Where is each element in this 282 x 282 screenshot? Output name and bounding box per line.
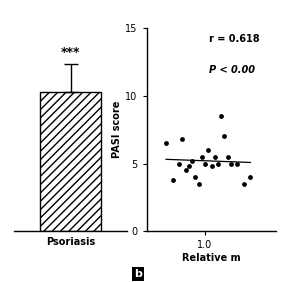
Point: [170, 178, 175, 182]
Point: [222, 134, 227, 139]
Point: [164, 141, 168, 146]
Point: [213, 155, 217, 159]
Y-axis label: PASI score: PASI score: [113, 101, 122, 158]
Point: [183, 168, 188, 173]
Point: [226, 155, 230, 159]
Bar: [40, 92, 101, 231]
Point: [190, 158, 194, 163]
Text: P < 0.00: P < 0.00: [209, 65, 255, 75]
Text: b: b: [134, 269, 142, 279]
Point: [187, 164, 191, 169]
Point: [177, 161, 181, 166]
Point: [248, 175, 253, 179]
Point: [180, 137, 185, 142]
Text: r = 0.618: r = 0.618: [209, 34, 259, 44]
Point: [206, 148, 210, 152]
Point: [196, 182, 201, 186]
Point: [200, 155, 204, 159]
Point: [242, 182, 246, 186]
X-axis label: Relative m: Relative m: [182, 253, 241, 263]
Point: [229, 161, 233, 166]
Text: ***: ***: [61, 46, 80, 59]
Point: [193, 175, 198, 179]
Point: [219, 114, 224, 118]
Point: [203, 161, 207, 166]
Point: [209, 164, 214, 169]
Point: [216, 161, 220, 166]
Point: [235, 161, 240, 166]
